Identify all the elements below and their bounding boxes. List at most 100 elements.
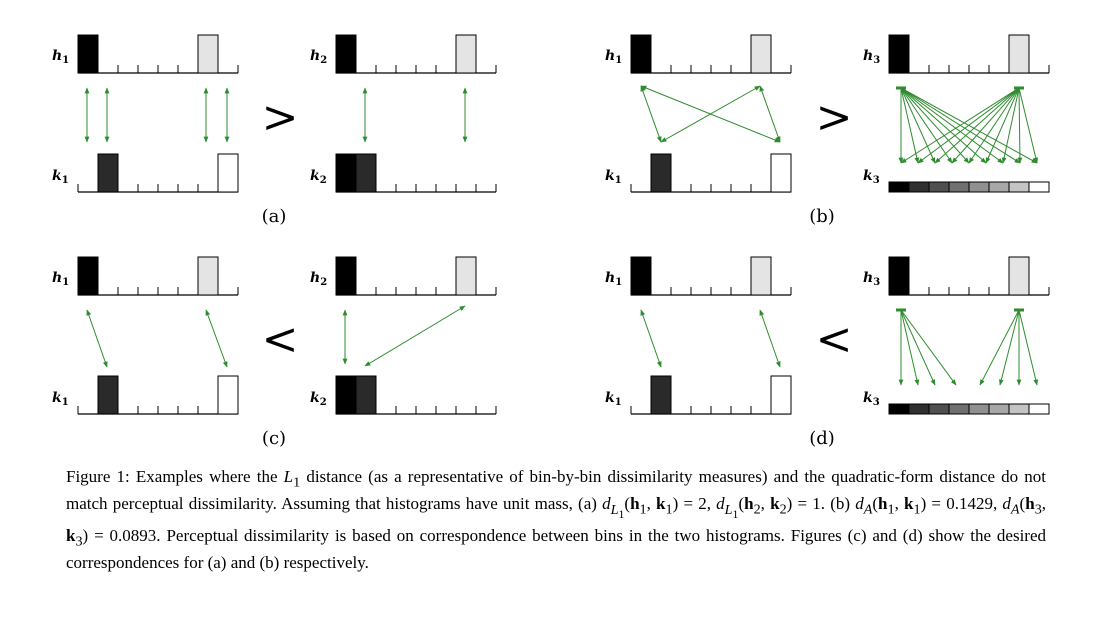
correspondence-arrow (1001, 87, 1020, 164)
caption-text-4: Perceptual dissimilarity is based on cor… (66, 525, 1047, 572)
caption-eq3-sub: A (863, 501, 873, 518)
correspondence-arrow (985, 87, 1020, 164)
histogram-label-h3: h3 (863, 48, 880, 66)
histogram-k3-b-bin (988, 181, 1010, 193)
histogram-k1-c-bin (97, 375, 119, 415)
caption-eq2-value: ) = 1. (786, 494, 826, 514)
histogram-h1-b-bin (750, 34, 772, 74)
histogram-label-h1-sub: 1 (62, 55, 69, 66)
histogram-k1-b-bin (770, 153, 792, 193)
correspondence-arrow (205, 309, 228, 368)
histogram-k3-d-bin (928, 403, 950, 415)
histogram-k2-c-bin (335, 375, 357, 415)
histogram-label-k1: k1 (605, 390, 622, 408)
histogram-h2-a (335, 34, 497, 74)
panel-label-d: (d) (809, 428, 835, 449)
histogram-label-h3-base: h (863, 48, 873, 64)
histogram-label-h1-base: h (52, 270, 62, 286)
correspondence-arrow (660, 85, 761, 143)
histogram-k1-c (77, 375, 239, 415)
correspondence-arrow (364, 305, 466, 367)
caption-eq1-d: d (602, 494, 611, 514)
histogram-k1-a-bin (97, 153, 119, 193)
correspondence-arrow (934, 87, 1020, 164)
histogram-label-k1-sub: 1 (62, 397, 69, 408)
correspondence-arrow (979, 309, 1020, 386)
histogram-h1-a-bin (77, 34, 99, 74)
histogram-label-k2-sub: 2 (320, 175, 327, 186)
histogram-label-k3-base: k (863, 168, 873, 184)
histogram-h1-d (630, 256, 792, 296)
histogram-label-h2-sub: 2 (320, 277, 327, 288)
histogram-k3-d-bin (988, 403, 1010, 415)
histogram-label-h1: h1 (52, 270, 69, 288)
histogram-k1-d-bin (770, 375, 792, 415)
caption-eq4-d: d (1002, 494, 1011, 514)
correspondence-arrow (900, 87, 1021, 164)
caption-L-sub: 1 (293, 474, 301, 491)
histogram-k2-a-bin (335, 153, 357, 193)
histogram-k3-d-bin (888, 403, 910, 415)
histogram-h1-b-bin (630, 34, 652, 74)
histogram-h3-b (888, 34, 1050, 74)
correspondence-arrow (900, 87, 936, 164)
caption-eq1-subsub: 1 (618, 506, 625, 521)
caption-eq2-sub: L (724, 501, 733, 518)
correspondence-arrow (951, 87, 1020, 164)
histogram-label-h3: h3 (863, 270, 880, 288)
caption-eq4-sub: A (1010, 501, 1020, 518)
correspondence-arrow (759, 85, 781, 143)
caption-eq2-d: d (716, 494, 725, 514)
caption-eq1-value: ) = 2, (672, 494, 717, 514)
correspondence-arrow (900, 87, 920, 164)
histogram-h1-c-bin (197, 256, 219, 296)
comparison-symbol-c: < (262, 314, 299, 365)
histogram-k3-d-bin (908, 403, 930, 415)
histogram-k3-b-bin (968, 181, 990, 193)
histogram-label-k3-base: k (863, 390, 873, 406)
histogram-label-h2-base: h (310, 48, 320, 64)
histogram-h1-a-bin (197, 34, 219, 74)
histogram-label-k1-sub: 1 (62, 175, 69, 186)
correspondence-arrow (900, 87, 1004, 164)
histogram-label-h1-sub: 1 (615, 55, 622, 66)
histogram-h1-d-bin (630, 256, 652, 296)
histogram-h1-a (77, 34, 239, 74)
histogram-h3-b-bin (1008, 34, 1030, 74)
correspondence-arrow (900, 87, 953, 164)
comparison-symbol-b: > (816, 92, 853, 143)
histogram-k3-b-bin (908, 181, 930, 193)
histogram-label-k1-base: k (52, 168, 62, 184)
histogram-k3-d-bin (1028, 403, 1050, 415)
histogram-label-k1-sub: 1 (615, 397, 622, 408)
histogram-k1-a (77, 153, 239, 193)
histogram-k1-d-bin (650, 375, 672, 415)
histogram-k3-d (888, 403, 1050, 415)
histogram-h3-d-bin (1008, 256, 1030, 296)
histograms-layer (77, 34, 1050, 415)
caption-text-3: (b) (825, 494, 856, 514)
correspondence-arrow (968, 87, 1020, 164)
histogram-label-h1-sub: 1 (62, 277, 69, 288)
histogram-label-k3: k3 (863, 390, 880, 408)
histogram-k2-a (335, 153, 497, 193)
histogram-k1-b (630, 153, 792, 193)
histogram-h3-b-bin (888, 34, 910, 74)
histogram-label-k3-sub: 3 (873, 175, 880, 186)
histogram-label-k2-base: k (310, 168, 320, 184)
histogram-label-h1-base: h (605, 270, 615, 286)
histogram-label-h3-sub: 3 (873, 277, 880, 288)
histogram-h3-d (888, 256, 1050, 296)
comparison-symbol-d: < (816, 314, 853, 365)
histogram-k1-d (630, 375, 792, 415)
panel-label-a: (a) (262, 206, 287, 227)
histogram-k1-b-bin (650, 153, 672, 193)
caption-text-1: Examples where the (135, 467, 284, 486)
comparison-symbol-a: > (262, 92, 299, 143)
histogram-label-h1: h1 (52, 48, 69, 66)
histogram-k1-a-bin (217, 153, 239, 193)
panel-label-b: (b) (809, 206, 835, 227)
histogram-label-h3-base: h (863, 270, 873, 286)
correspondence-arrow (900, 309, 920, 386)
